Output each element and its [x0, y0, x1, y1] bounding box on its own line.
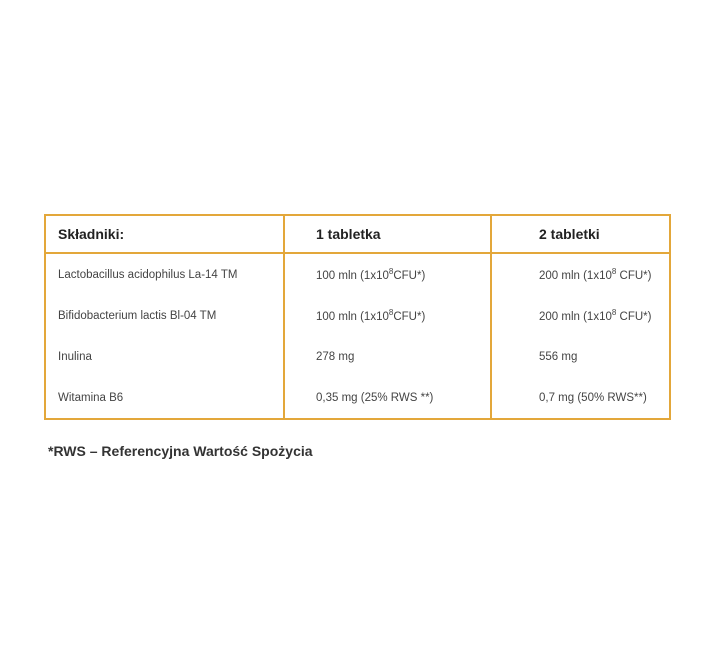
amount-2-tablets: 556 mg — [539, 350, 578, 363]
ingredients-table: Składniki: 1 tabletka 2 tabletki Lactoba… — [44, 214, 671, 420]
table-row: Inulina 278 mg 556 mg — [45, 336, 670, 377]
amount-1-tablet: 0,35 mg (25% RWS **) — [284, 377, 492, 419]
amount-1-tablet: 100 mln (1x108CFU*) — [284, 295, 492, 336]
amount-2-tablets: 0,7 mg (50% RWS**) — [539, 391, 647, 404]
table-row: Bifidobacterium lactis Bl-04 TM 100 mln … — [45, 295, 670, 336]
table-row: Lactobacillus acidophilus La-14 TM 100 m… — [45, 253, 670, 295]
ingredient-name: Inulina — [45, 336, 285, 377]
table-header-row: Składniki: 1 tabletka 2 tabletki — [45, 215, 670, 254]
header-ingredients: Składniki: — [45, 215, 285, 254]
ingredient-name: Lactobacillus acidophilus La-14 TM — [45, 253, 285, 295]
footnote: *RWS – Referencyjna Wartość Spożycia — [48, 443, 313, 459]
header-1-tablet: 1 tabletka — [284, 215, 492, 254]
amount-2-tablets: 200 mln (1x108 CFU*) — [539, 308, 652, 323]
amount-2-tablets: 200 mln (1x108 CFU*) — [539, 267, 652, 282]
amount-1-tablet: 278 mg — [284, 336, 492, 377]
header-2-tablets: 2 tabletki — [491, 215, 670, 254]
table-row: Witamina B6 0,35 mg (25% RWS **) 0,7 mg … — [45, 377, 670, 419]
ingredient-name: Bifidobacterium lactis Bl-04 TM — [45, 295, 285, 336]
ingredient-name: Witamina B6 — [45, 377, 285, 419]
amount-1-tablet: 100 mln (1x108CFU*) — [284, 253, 492, 295]
